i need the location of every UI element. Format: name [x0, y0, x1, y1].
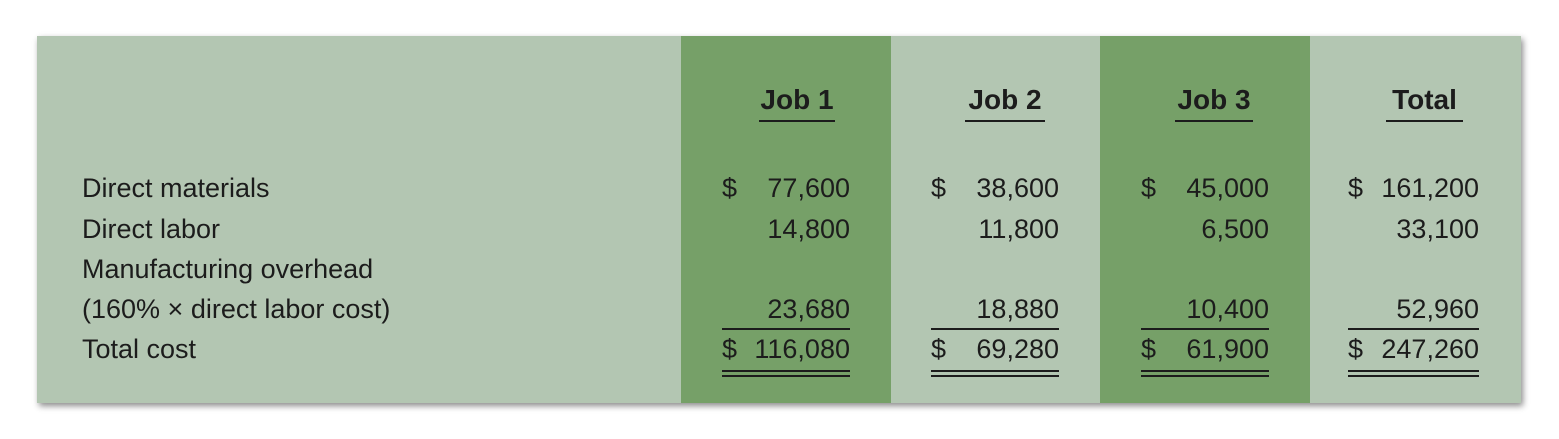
job1-column-band [681, 36, 891, 403]
cell-value: 38,600 [976, 173, 1059, 203]
cell-value: 6,500 [1201, 214, 1269, 244]
cell-direct-materials-job2: $ 38,600 [931, 172, 1059, 204]
total-double-rule-job3 [1141, 370, 1269, 377]
cell-total-cost-job2: $ 69,280 [931, 333, 1059, 365]
cell-total-cost-job1: $ 116,080 [722, 333, 850, 365]
subtotal-rule-job1 [722, 328, 850, 330]
cell-total-cost-job3: $ 61,900 [1141, 333, 1269, 365]
dollar-sign: $ [1141, 173, 1157, 203]
cell-value: 33,100 [1396, 214, 1479, 244]
cell-value: 10,400 [1186, 294, 1269, 324]
cell-direct-labor-job1: 14,800 [722, 213, 850, 245]
cell-direct-labor-job2: 11,800 [931, 213, 1059, 245]
cell-value: 161,200 [1381, 173, 1479, 203]
dollar-sign: $ [722, 334, 738, 364]
header-job-2: Job 2 [965, 84, 1045, 122]
total-double-rule-job1 [722, 370, 850, 377]
subtotal-rule-total [1348, 328, 1479, 330]
dollar-sign: $ [931, 173, 947, 203]
cell-direct-materials-total: $ 161,200 [1348, 172, 1479, 204]
dollar-sign: $ [1348, 173, 1364, 203]
cell-overhead-job2: 18,880 [931, 293, 1059, 325]
job-cost-table: Job 1 Job 2 Job 3 Total Direct materials… [37, 36, 1521, 403]
subtotal-rule-job3 [1141, 328, 1269, 330]
row-label-total-cost: Total cost [82, 334, 197, 364]
cell-value: 61,900 [1186, 334, 1269, 364]
dollar-sign: $ [1348, 334, 1364, 364]
header-job-1: Job 1 [759, 84, 835, 122]
cell-value: 77,600 [767, 173, 850, 203]
dollar-sign: $ [931, 334, 947, 364]
dollar-sign: $ [1141, 334, 1157, 364]
row-label-manufacturing-overhead: Manufacturing overhead [82, 254, 374, 284]
cell-value: 18,880 [976, 294, 1059, 324]
cell-value: 116,080 [754, 334, 850, 364]
cell-total-cost-total: $ 247,260 [1348, 333, 1479, 365]
cell-value: 247,260 [1381, 334, 1479, 364]
header-total: Total [1386, 84, 1463, 122]
cell-direct-labor-total: 33,100 [1348, 213, 1479, 245]
total-double-rule-job2 [931, 370, 1059, 377]
cell-direct-materials-job3: $ 45,000 [1141, 172, 1269, 204]
dollar-sign: $ [722, 173, 738, 203]
cell-overhead-total: 52,960 [1348, 293, 1479, 325]
cell-overhead-job3: 10,400 [1141, 293, 1269, 325]
cell-overhead-job1: 23,680 [722, 293, 850, 325]
cell-value: 11,800 [978, 214, 1059, 244]
cell-value: 69,280 [976, 334, 1059, 364]
cell-direct-materials-job1: $ 77,600 [722, 172, 850, 204]
cell-value: 23,680 [767, 294, 850, 324]
cell-value: 52,960 [1396, 294, 1479, 324]
row-label-overhead-rate: (160% × direct labor cost) [82, 294, 391, 324]
cell-direct-labor-job3: 6,500 [1141, 213, 1269, 245]
job3-column-band [1100, 36, 1310, 403]
row-label-direct-materials: Direct materials [82, 173, 270, 203]
header-job-3: Job 3 [1175, 84, 1253, 122]
row-label-direct-labor: Direct labor [82, 214, 221, 244]
cell-value: 14,800 [767, 214, 850, 244]
cell-value: 45,000 [1186, 173, 1269, 203]
subtotal-rule-job2 [931, 328, 1059, 330]
total-double-rule-total [1348, 370, 1479, 377]
